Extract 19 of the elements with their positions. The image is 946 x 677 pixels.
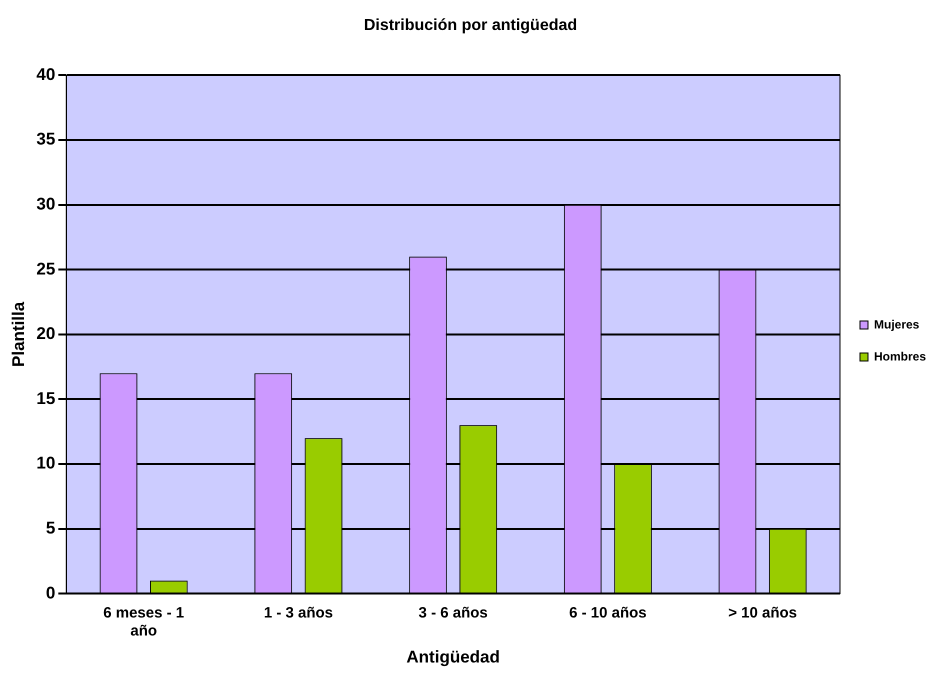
y-tick-label: 5 — [46, 518, 56, 538]
y-axis-title: Plantilla — [8, 301, 28, 367]
y-tick-label: 40 — [36, 64, 56, 84]
x-tick-label: 6 meses - 1 año — [103, 604, 184, 640]
y-tick-label: 15 — [36, 388, 56, 408]
y-tick-label: 10 — [36, 454, 56, 473]
y-tick-label: 25 — [36, 259, 56, 278]
y-tick-label: 35 — [36, 130, 56, 149]
x-tick-label: 3 - 6 años — [418, 604, 488, 622]
legend-label: Hombres — [874, 349, 926, 364]
y-tick-label: 20 — [36, 324, 56, 344]
x-tick-label: 6 - 10 años — [569, 604, 647, 622]
x-tick-label: > 10 años — [728, 604, 798, 622]
chart-title: Distribución por antigüedad — [364, 17, 578, 34]
x-tick-label: 1 - 3 años — [264, 604, 334, 622]
x-axis-title: Antigüedad — [406, 647, 500, 666]
y-tick-label: 0 — [46, 583, 56, 602]
legend-label: Mujeres — [874, 317, 920, 332]
y-tick-label: 30 — [36, 194, 56, 214]
